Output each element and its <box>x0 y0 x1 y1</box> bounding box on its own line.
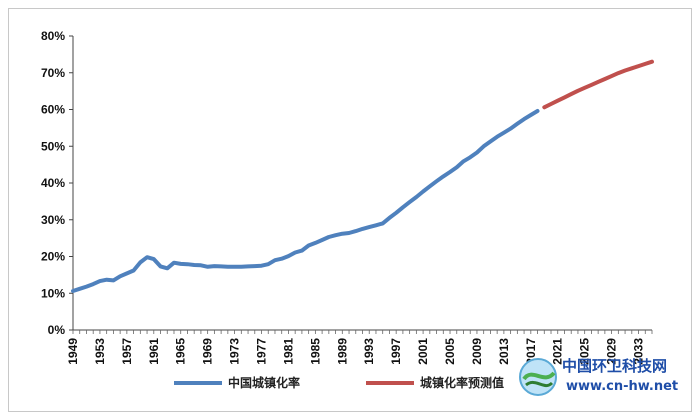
y-tick-label: 0% <box>48 323 66 337</box>
x-tick-label: 2021 <box>551 338 565 365</box>
x-tick-label: 2033 <box>632 338 646 365</box>
series-layer <box>71 59 654 293</box>
x-tick-label: 1957 <box>120 338 134 365</box>
y-tick-label: 10% <box>41 286 65 300</box>
series-line-2 <box>542 59 654 110</box>
x-tick-label: 2017 <box>524 338 538 365</box>
x-tick-label: 1969 <box>201 338 215 365</box>
x-tick-label: 1985 <box>308 338 322 365</box>
y-tick-label: 40% <box>41 176 65 190</box>
x-tick-label: 1981 <box>281 338 295 365</box>
x-tick-label: 1973 <box>228 338 242 365</box>
y-tick-label: 30% <box>41 213 65 227</box>
x-tick-label: 1989 <box>335 338 349 365</box>
x-tick-label: 1953 <box>93 338 107 365</box>
axes: 0% 10% 20% 30% 40% 50% 60% 70% 80% 1949 1953 1957 19… <box>41 29 653 365</box>
x-tick-label: 2013 <box>497 338 511 365</box>
x-tick-label: 1965 <box>174 338 188 365</box>
globe-logo-icon <box>519 358 557 396</box>
x-tick-label: 2001 <box>416 338 430 365</box>
series-line-1 <box>71 109 540 293</box>
legend-label-series-2: 城镇化率预测值 <box>420 375 504 390</box>
watermark: 中国环卫科技网 www.cn-hw.net <box>516 353 686 405</box>
y-tick-label: 50% <box>41 139 65 153</box>
x-tick-label: 1997 <box>389 338 403 365</box>
x-tick-label: 1977 <box>255 338 269 365</box>
legend-label-series-1: 中国城镇化率 <box>228 375 300 390</box>
x-tick-label: 1993 <box>362 338 376 365</box>
y-tick-label: 60% <box>41 103 65 117</box>
y-tick-label: 70% <box>41 66 65 80</box>
x-tick-label: 2009 <box>470 338 484 365</box>
x-tick-label: 2029 <box>605 338 619 365</box>
chart-frame <box>8 8 692 412</box>
x-tick-label: 2005 <box>443 338 457 365</box>
watermark-url: www.cn-hw.net <box>566 379 679 394</box>
x-tick-label: 2025 <box>578 338 592 365</box>
x-tick-label: 1961 <box>147 338 161 365</box>
watermark-title: 中国环卫科技网 <box>562 357 668 375</box>
y-tick-label: 20% <box>41 250 65 264</box>
y-tick-label: 80% <box>41 29 65 43</box>
x-tick-label: 1949 <box>66 338 80 365</box>
legend: 中国城镇化率 城镇化率预测值 <box>174 375 504 390</box>
